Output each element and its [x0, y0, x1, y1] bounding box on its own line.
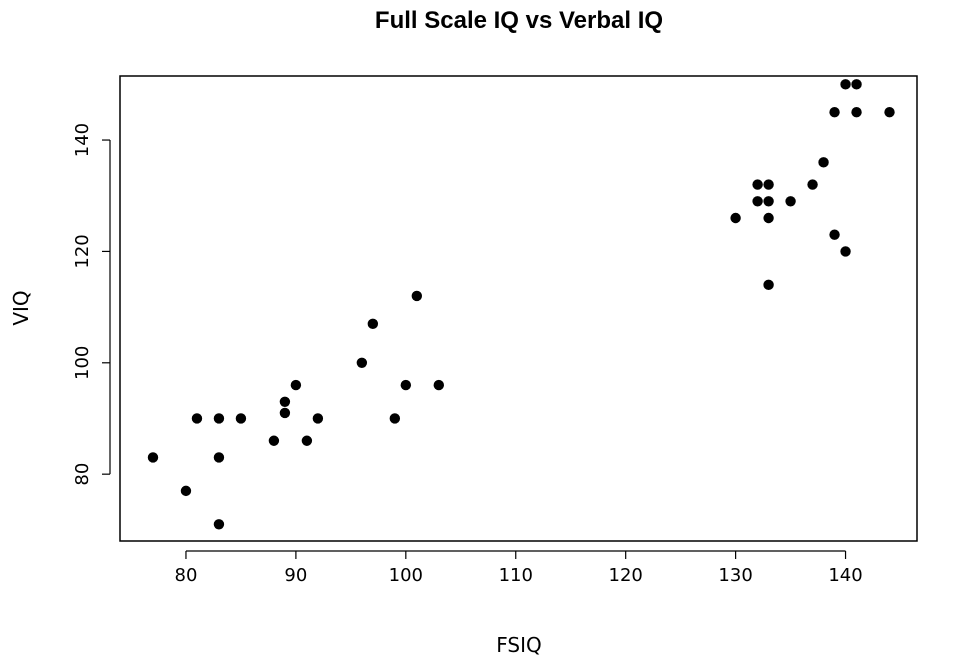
x-tick-label: 90	[284, 565, 307, 586]
y-tick-label: 120	[72, 234, 93, 268]
y-tick-label: 100	[72, 346, 93, 380]
x-axis-label: FSIQ	[496, 633, 542, 657]
data-point	[818, 157, 829, 168]
plot-area-frame	[119, 75, 918, 542]
data-point	[147, 452, 159, 463]
data-point	[829, 106, 840, 118]
data-point	[752, 179, 763, 190]
y-axis: 80 100 120 140	[72, 123, 111, 486]
data-points	[147, 79, 895, 530]
x-tick-label: 100	[389, 565, 423, 586]
data-point	[356, 357, 368, 368]
data-point	[829, 229, 840, 240]
data-point	[851, 79, 862, 90]
data-point	[763, 212, 774, 224]
data-point	[389, 413, 401, 424]
data-point	[235, 413, 247, 424]
x-tick-label: 80	[175, 565, 198, 586]
data-point	[763, 196, 774, 207]
data-point	[312, 413, 324, 424]
data-point	[884, 106, 895, 118]
data-point	[763, 279, 774, 291]
y-tick-label: 80	[72, 463, 93, 486]
data-point	[840, 79, 851, 90]
chart-title: Full Scale IQ vs Verbal IQ	[375, 7, 663, 34]
data-point	[180, 485, 192, 497]
data-point	[213, 519, 225, 530]
x-axis: 80 90 100 110 120 130 140	[175, 550, 863, 586]
y-axis-label: VIQ	[9, 290, 33, 325]
data-point	[301, 435, 313, 446]
data-point	[752, 196, 763, 207]
data-point	[785, 196, 796, 207]
data-point	[191, 413, 203, 424]
x-tick-label: 110	[499, 565, 533, 586]
x-tick-label: 120	[609, 565, 643, 586]
y-tick-label: 140	[72, 123, 93, 157]
data-point	[367, 318, 379, 330]
data-point	[763, 179, 774, 190]
data-point	[279, 407, 291, 419]
data-point	[851, 106, 862, 118]
data-point	[730, 212, 741, 224]
x-tick-label: 130	[718, 565, 752, 586]
x-tick-label: 140	[828, 565, 862, 586]
data-point	[279, 396, 291, 407]
data-point	[433, 379, 444, 391]
data-point	[411, 290, 423, 302]
data-point	[400, 379, 412, 391]
data-point	[213, 413, 225, 424]
data-point	[268, 435, 280, 446]
data-point	[213, 452, 225, 463]
data-point	[840, 246, 851, 257]
data-point	[290, 379, 302, 391]
data-point	[807, 179, 818, 190]
